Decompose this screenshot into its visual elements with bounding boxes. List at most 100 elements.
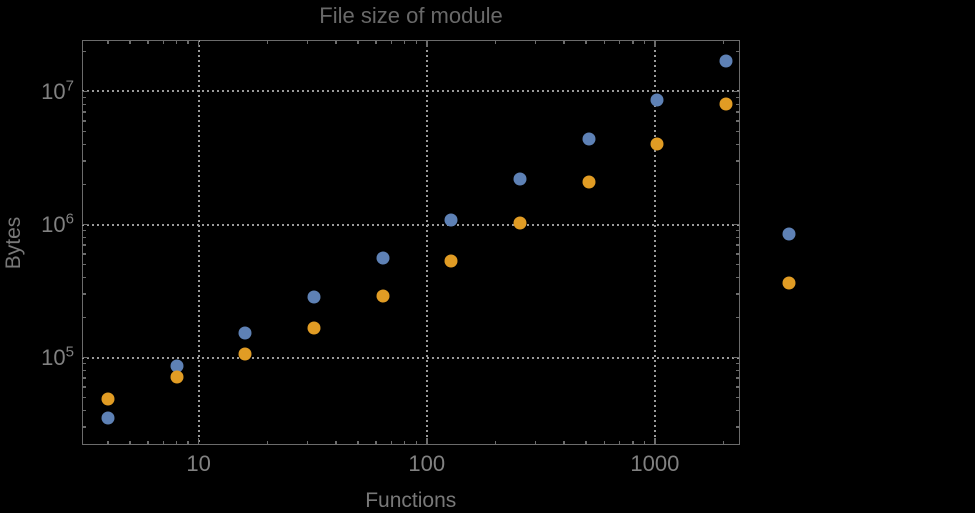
tick-mark <box>82 396 86 399</box>
x-tick-label: 1000 <box>630 450 680 476</box>
tick-mark <box>494 39 497 44</box>
tick-mark <box>390 440 393 445</box>
tick-mark <box>722 39 725 44</box>
data-point-orange <box>170 370 184 384</box>
tick-mark <box>735 143 740 146</box>
tick-mark <box>82 143 86 146</box>
tick-mark <box>187 39 189 44</box>
data-point-orange <box>101 392 115 406</box>
tick-mark <box>735 120 740 122</box>
tick-mark <box>735 293 740 295</box>
tick-mark <box>735 386 740 388</box>
tick-mark <box>147 440 149 445</box>
data-point-orange <box>444 254 458 268</box>
tick-mark <box>603 39 606 44</box>
tick-mark <box>82 253 86 255</box>
tick-mark <box>735 160 740 162</box>
gridline-vertical <box>653 39 656 445</box>
tick-mark <box>632 39 634 44</box>
tick-mark <box>643 440 646 445</box>
gridline-horizontal <box>82 223 740 226</box>
tick-mark <box>735 316 740 319</box>
tick-mark <box>82 362 86 365</box>
tick-mark <box>197 437 200 445</box>
tick-mark <box>82 356 89 359</box>
tick-mark <box>735 396 740 399</box>
tick-mark <box>735 236 740 239</box>
data-point-orange <box>376 289 390 303</box>
data-point-orange <box>782 276 796 290</box>
tick-mark <box>82 96 86 99</box>
tick-mark <box>603 440 606 445</box>
tick-mark <box>107 39 109 44</box>
tick-mark <box>735 103 740 106</box>
tick-mark <box>732 90 740 93</box>
tick-mark <box>403 39 406 44</box>
data-point-orange <box>719 97 733 111</box>
data-point-blue <box>719 54 733 68</box>
x-axis-label: Functions <box>365 489 457 512</box>
tick-mark <box>735 409 740 412</box>
tick-mark <box>82 276 86 279</box>
tick-mark <box>375 440 377 445</box>
tick-mark <box>175 39 178 44</box>
data-point-orange <box>582 175 596 189</box>
tick-mark <box>82 223 89 226</box>
tick-mark <box>82 409 86 412</box>
gridline-horizontal <box>82 90 740 93</box>
tick-mark <box>732 223 740 226</box>
tick-mark <box>82 377 86 379</box>
data-point-blue <box>650 93 664 107</box>
tick-mark <box>147 39 149 44</box>
tick-mark <box>82 263 86 266</box>
x-tick-label: 100 <box>408 450 446 476</box>
tick-mark <box>403 440 406 445</box>
x-tick-label: 10 <box>186 450 211 476</box>
data-point-blue <box>170 359 184 373</box>
tick-mark <box>735 111 740 113</box>
tick-mark <box>426 39 428 47</box>
tick-mark <box>722 440 725 445</box>
tick-mark <box>735 369 740 372</box>
gridline-horizontal <box>82 356 740 359</box>
tick-mark <box>735 426 740 428</box>
tick-mark <box>563 440 565 445</box>
tick-mark <box>415 440 418 445</box>
tick-mark <box>175 440 178 445</box>
tick-mark <box>82 130 86 133</box>
tick-mark <box>82 183 86 186</box>
y-axis-label: Bytes <box>2 216 25 269</box>
data-point-orange <box>513 216 527 230</box>
data-point-blue <box>101 411 115 425</box>
tick-mark <box>426 437 428 445</box>
tick-mark <box>735 377 740 379</box>
tick-mark <box>357 39 359 44</box>
tick-mark <box>82 236 86 239</box>
tick-mark <box>82 120 86 122</box>
tick-mark <box>735 244 740 246</box>
tick-mark <box>534 39 537 44</box>
gridline-vertical <box>197 39 200 445</box>
gridline-vertical <box>425 39 428 445</box>
tick-mark <box>82 386 86 388</box>
tick-mark <box>735 183 740 186</box>
data-point-blue <box>238 326 252 340</box>
y-tick-label: 105 <box>41 343 74 370</box>
tick-mark <box>735 96 740 99</box>
tick-mark <box>585 440 587 445</box>
data-point-blue <box>307 290 321 304</box>
tick-mark <box>82 90 89 93</box>
tick-mark <box>82 426 86 428</box>
tick-mark <box>735 229 740 232</box>
plot-frame <box>82 39 740 445</box>
tick-mark <box>735 253 740 255</box>
tick-mark <box>306 440 309 445</box>
tick-mark <box>335 440 337 445</box>
tick-mark <box>82 111 86 113</box>
y-tick-label: 106 <box>41 210 74 237</box>
tick-mark <box>187 440 189 445</box>
tick-mark <box>82 160 86 162</box>
tick-mark <box>735 276 740 279</box>
tick-mark <box>534 440 537 445</box>
